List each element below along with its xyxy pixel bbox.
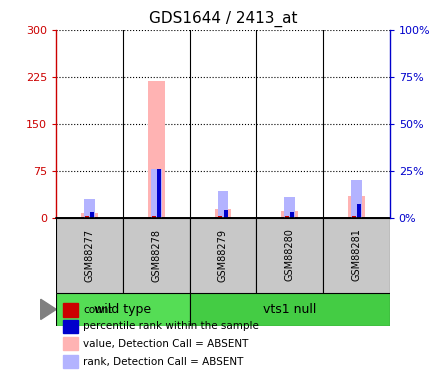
Text: GSM88279: GSM88279 [218,228,228,282]
Bar [152,216,155,217]
Bar [323,217,390,292]
Text: vts1 null: vts1 null [263,303,317,316]
Bar [190,292,390,326]
Text: count: count [83,305,113,315]
Bar [63,355,78,368]
Bar [351,180,362,218]
Bar [63,320,78,333]
Bar [148,81,165,218]
Text: GSM88280: GSM88280 [284,228,295,281]
Bar [217,191,229,217]
Bar [81,213,98,217]
Bar [123,217,190,292]
Bar [85,216,89,217]
Bar [224,210,228,218]
Text: rank, Detection Call = ABSENT: rank, Detection Call = ABSENT [83,357,243,366]
Bar [151,169,162,217]
Bar [56,217,123,292]
Bar [157,169,161,217]
Title: GDS1644 / 2413_at: GDS1644 / 2413_at [149,11,297,27]
Polygon shape [41,299,56,320]
Bar [84,199,95,217]
Bar [281,211,298,218]
Bar [291,212,294,217]
Bar [348,196,365,217]
Bar [352,216,355,217]
Text: GSM88278: GSM88278 [151,228,162,282]
Text: value, Detection Call = ABSENT: value, Detection Call = ABSENT [83,339,249,348]
Text: GSM88277: GSM88277 [84,228,95,282]
Bar [218,216,222,217]
Bar [284,197,295,217]
Bar [190,217,256,292]
Bar [56,292,190,326]
Text: percentile rank within the sample: percentile rank within the sample [83,321,259,331]
Bar [285,216,289,217]
Bar [215,209,231,218]
Text: wild type: wild type [94,303,152,316]
Bar [63,303,78,316]
Text: GSM88281: GSM88281 [351,228,362,281]
Bar [63,337,78,350]
Bar [256,217,323,292]
Bar [90,212,94,217]
Bar [357,204,361,218]
